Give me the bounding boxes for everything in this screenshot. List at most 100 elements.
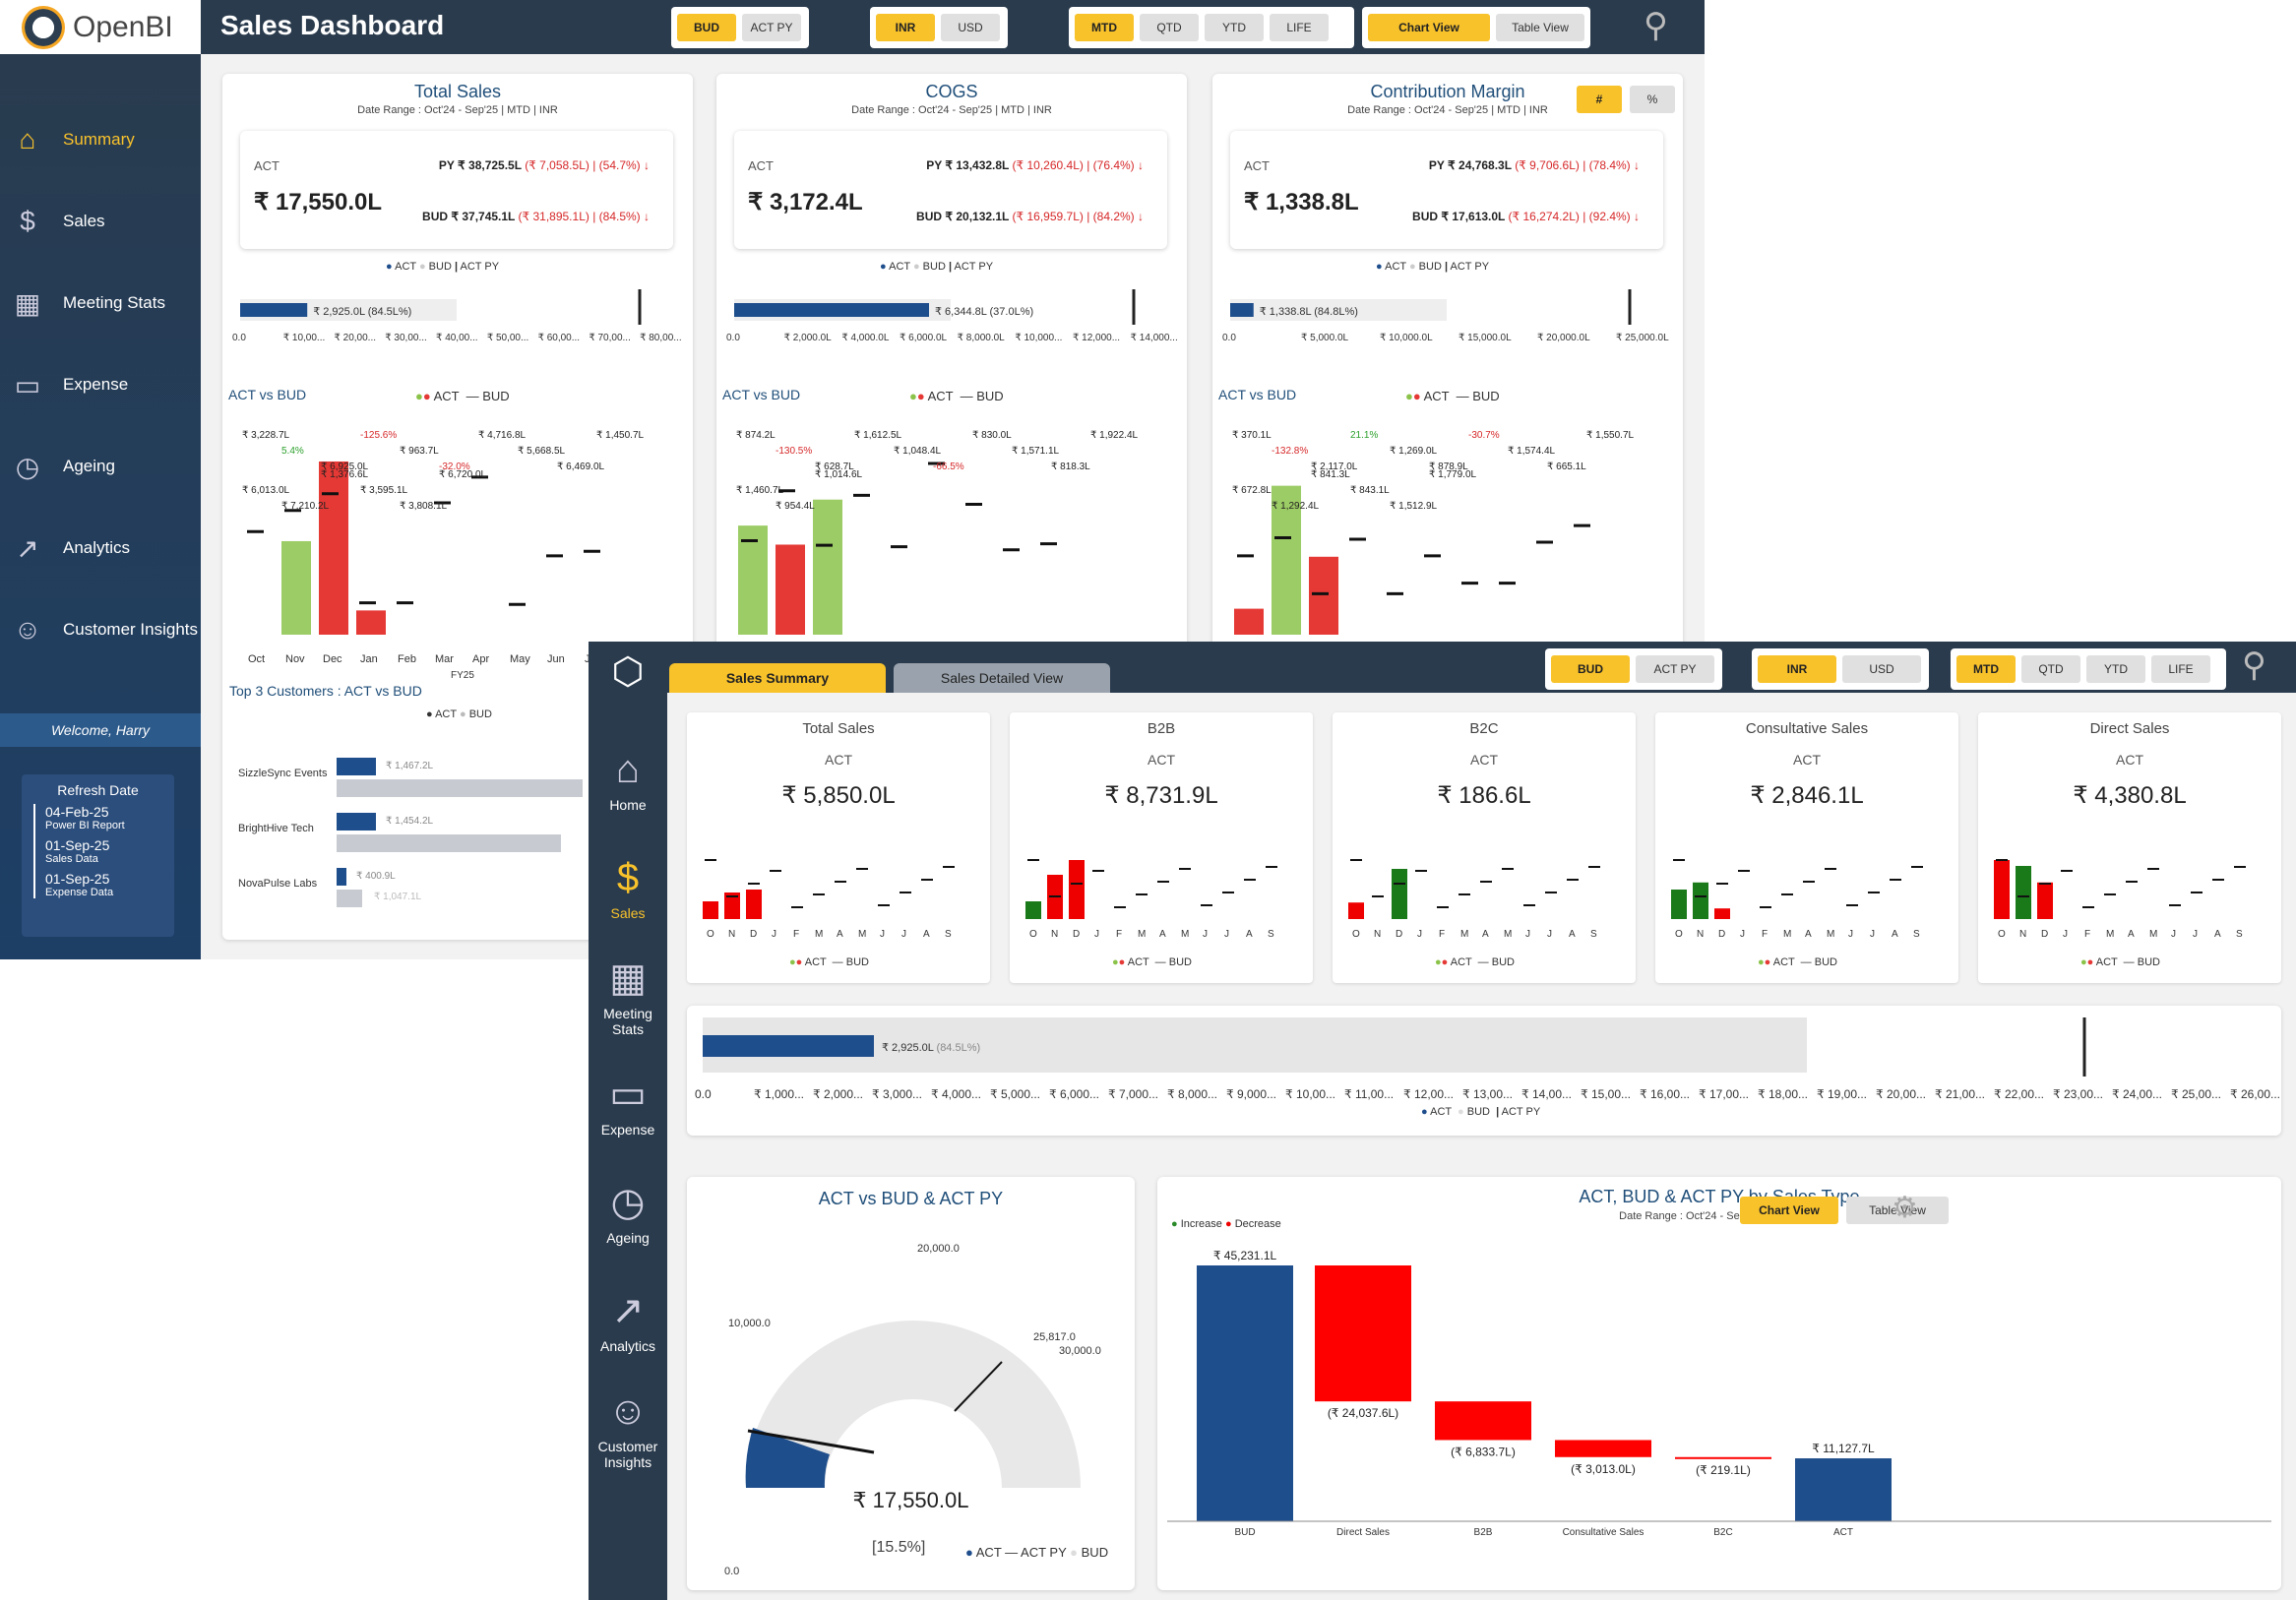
settings-gear-icon[interactable]: ⚙ bbox=[1892, 1192, 1918, 1224]
nav-item-analytics[interactable]: ↗ Analytics bbox=[589, 1269, 667, 1372]
bud-comparison: BUD ₹ 17,613.0L (₹ 16,274.2L) | (92.4%) … bbox=[1412, 210, 1640, 223]
data-label: ₹ 4,716.8L bbox=[478, 430, 527, 441]
bullet-value: ₹ 2,925.0L (84.5L%) bbox=[313, 306, 411, 318]
toggle-bud[interactable]: BUD bbox=[1551, 655, 1630, 683]
toggle-table-view[interactable]: Table View bbox=[1496, 14, 1584, 41]
tab-sales-detailed-view[interactable]: Sales Detailed View bbox=[894, 663, 1110, 693]
data-label: 5.4% bbox=[281, 446, 304, 457]
toggle-mtd[interactable]: MTD bbox=[1956, 655, 2016, 683]
toggle-qtd[interactable]: QTD bbox=[1140, 14, 1199, 41]
toggle-act-py[interactable]: ACT PY bbox=[1636, 655, 1714, 683]
nav-item-customer-insights[interactable]: ☺ Customer Insights bbox=[589, 1378, 667, 1480]
toggle-ytd[interactable]: YTD bbox=[2086, 655, 2145, 683]
data-label: ₹ 1,048.4L bbox=[894, 446, 942, 457]
toggle-bud[interactable]: BUD bbox=[677, 14, 736, 41]
waterfall-data-label: ₹ 11,127.7L bbox=[1812, 1442, 1875, 1455]
card-subtitle: Date Range : Oct'24 - Sep'25 | MTD | INR bbox=[1347, 104, 1548, 116]
waterfall-data-label: (₹ 6,833.7L) bbox=[1451, 1445, 1516, 1458]
month-label: D bbox=[1718, 929, 1725, 940]
month-label: D bbox=[1073, 929, 1080, 940]
month-label: J bbox=[880, 929, 885, 940]
bullet-chart: ₹ 1,338.8L (84.8L%) 0.0 ₹ 5,000.0L ₹ 10,000… bbox=[1222, 289, 1669, 343]
nav-item-analytics[interactable]: ↗ Analytics bbox=[0, 519, 201, 578]
bullet-label: ₹ 2,925.0L (84.5L%) bbox=[882, 1042, 980, 1054]
absolute-button[interactable]: # bbox=[1577, 86, 1622, 113]
act-vs-bud-chart: ₹ 370.1L-132.8%₹ 2,117.0L 21.1% ₹ 1,269.0L… bbox=[1232, 430, 1635, 635]
act-label: ACT bbox=[1148, 752, 1175, 768]
waterfall-category-label: B2C bbox=[1713, 1527, 1732, 1538]
chart-view-button[interactable]: Chart View bbox=[1740, 1197, 1838, 1224]
tab-sales-summary[interactable]: Sales Summary bbox=[669, 663, 886, 693]
mini-legend: ●● ACT — BUD bbox=[789, 956, 869, 968]
toggle-usd[interactable]: USD bbox=[941, 14, 1000, 41]
nav-item-home[interactable]: ⌂ Home bbox=[589, 728, 667, 831]
py-variance: (₹ 10,260.4L) | (76.4%) ↓ bbox=[1012, 158, 1144, 172]
month-label: S bbox=[1913, 929, 1920, 940]
act-bar bbox=[1272, 485, 1301, 635]
filter-icon[interactable]: ⚲ bbox=[1644, 7, 1668, 44]
nav-label: Meeting Stats bbox=[603, 1006, 652, 1037]
axis-tick-label: 0.0 bbox=[232, 333, 246, 343]
nav-item-meeting-stats[interactable]: ▦ Meeting Stats bbox=[0, 274, 201, 333]
act-label: ACT bbox=[1470, 752, 1498, 768]
percent-button[interactable]: % bbox=[1630, 86, 1675, 113]
card-title: Direct Sales bbox=[2089, 720, 2170, 737]
toggle-life[interactable]: LIFE bbox=[2151, 655, 2210, 683]
nav-item-expense[interactable]: ▭ Expense bbox=[589, 1053, 667, 1155]
month-label: N bbox=[728, 929, 735, 940]
toggle-usd[interactable]: USD bbox=[1842, 655, 1921, 683]
month-label: A bbox=[2128, 929, 2135, 940]
month-label: Feb bbox=[398, 653, 416, 665]
customer-act-bar bbox=[337, 868, 346, 886]
toggle-inr[interactable]: INR bbox=[1758, 655, 1836, 683]
toggle-life[interactable]: LIFE bbox=[1270, 14, 1329, 41]
act-bar bbox=[1994, 860, 2010, 919]
month-label: O bbox=[707, 929, 714, 940]
month-label: D bbox=[750, 929, 757, 940]
axis-tick-label: ₹ 26,00... bbox=[2230, 1087, 2280, 1101]
data-label: ₹ 1,512.9L bbox=[1390, 501, 1438, 512]
bullet-legend: ● ACT ● BUD | ACT PY bbox=[880, 261, 994, 273]
card-title: Contribution Margin bbox=[1370, 82, 1525, 101]
act-bar bbox=[746, 890, 762, 919]
toggle-qtd[interactable]: QTD bbox=[2021, 655, 2080, 683]
act-value: ₹ 1,338.8L bbox=[1244, 189, 1359, 215]
month-label: S bbox=[945, 929, 952, 940]
data-label: ₹ 672.8L bbox=[1232, 485, 1272, 496]
bullet-axis: 0.0 ₹ 10,00... ₹ 20,00... ₹ 30,00... ₹ 40,00… bbox=[232, 333, 682, 343]
gauge-bud-needle bbox=[747, 1429, 875, 1454]
bullet-act-bar bbox=[703, 1035, 874, 1057]
waterfall-bar bbox=[1555, 1440, 1651, 1457]
customer-act-label: ₹ 1,467.2L bbox=[386, 761, 434, 771]
toggle-chart-view[interactable]: Chart View bbox=[1368, 14, 1490, 41]
axis-tick-label: ₹ 17,00... bbox=[1699, 1087, 1749, 1101]
bullet-axis: 0.0 ₹ 5,000.0L ₹ 10,000.0L ₹ 15,000.0L ₹ 20,… bbox=[1222, 333, 1669, 343]
nav-item-expense[interactable]: ▭ Expense bbox=[0, 355, 201, 414]
axis-tick-label: ₹ 10,000... bbox=[1015, 333, 1062, 343]
axis-tick-label: ₹ 21,00... bbox=[1935, 1087, 1985, 1101]
customer-bud-bar bbox=[337, 834, 561, 852]
nav-item-ageing[interactable]: ◷ Ageing bbox=[589, 1161, 667, 1263]
expense-icon: ▭ bbox=[14, 369, 41, 400]
month-label: M bbox=[1827, 929, 1834, 940]
toggle-inr[interactable]: INR bbox=[876, 14, 935, 41]
nav-label: Sales bbox=[63, 212, 105, 230]
toggle-ytd[interactable]: YTD bbox=[1205, 14, 1264, 41]
toggle-mtd[interactable]: MTD bbox=[1075, 14, 1134, 41]
nav-item-ageing[interactable]: ◷ Ageing bbox=[0, 437, 201, 496]
nav-item-meeting-stats[interactable]: ▦ Meeting Stats bbox=[589, 945, 667, 1047]
table-view-button[interactable]: Table View bbox=[1846, 1197, 1949, 1224]
py-comparison: PY ₹ 38,725.5L (₹ 7,058.5L) | (54.7%) ↓ bbox=[438, 158, 650, 172]
act-label: ACT bbox=[2116, 752, 2143, 768]
filter-icon[interactable]: ⚲ bbox=[2242, 646, 2266, 684]
nav-item-summary[interactable]: ⌂ Summary bbox=[0, 110, 201, 169]
nav-item-customer-insights[interactable]: ☺ Customer Insights bbox=[0, 600, 201, 659]
brand-logo: OpenBI bbox=[0, 0, 201, 54]
act-bar bbox=[2037, 882, 2053, 919]
toggle-act-py[interactable]: ACT PY bbox=[742, 14, 801, 41]
month-label: J bbox=[2063, 929, 2068, 940]
nav-item-sales[interactable]: $ Sales bbox=[589, 836, 667, 939]
nav-item-sales[interactable]: $ Sales bbox=[0, 192, 201, 251]
